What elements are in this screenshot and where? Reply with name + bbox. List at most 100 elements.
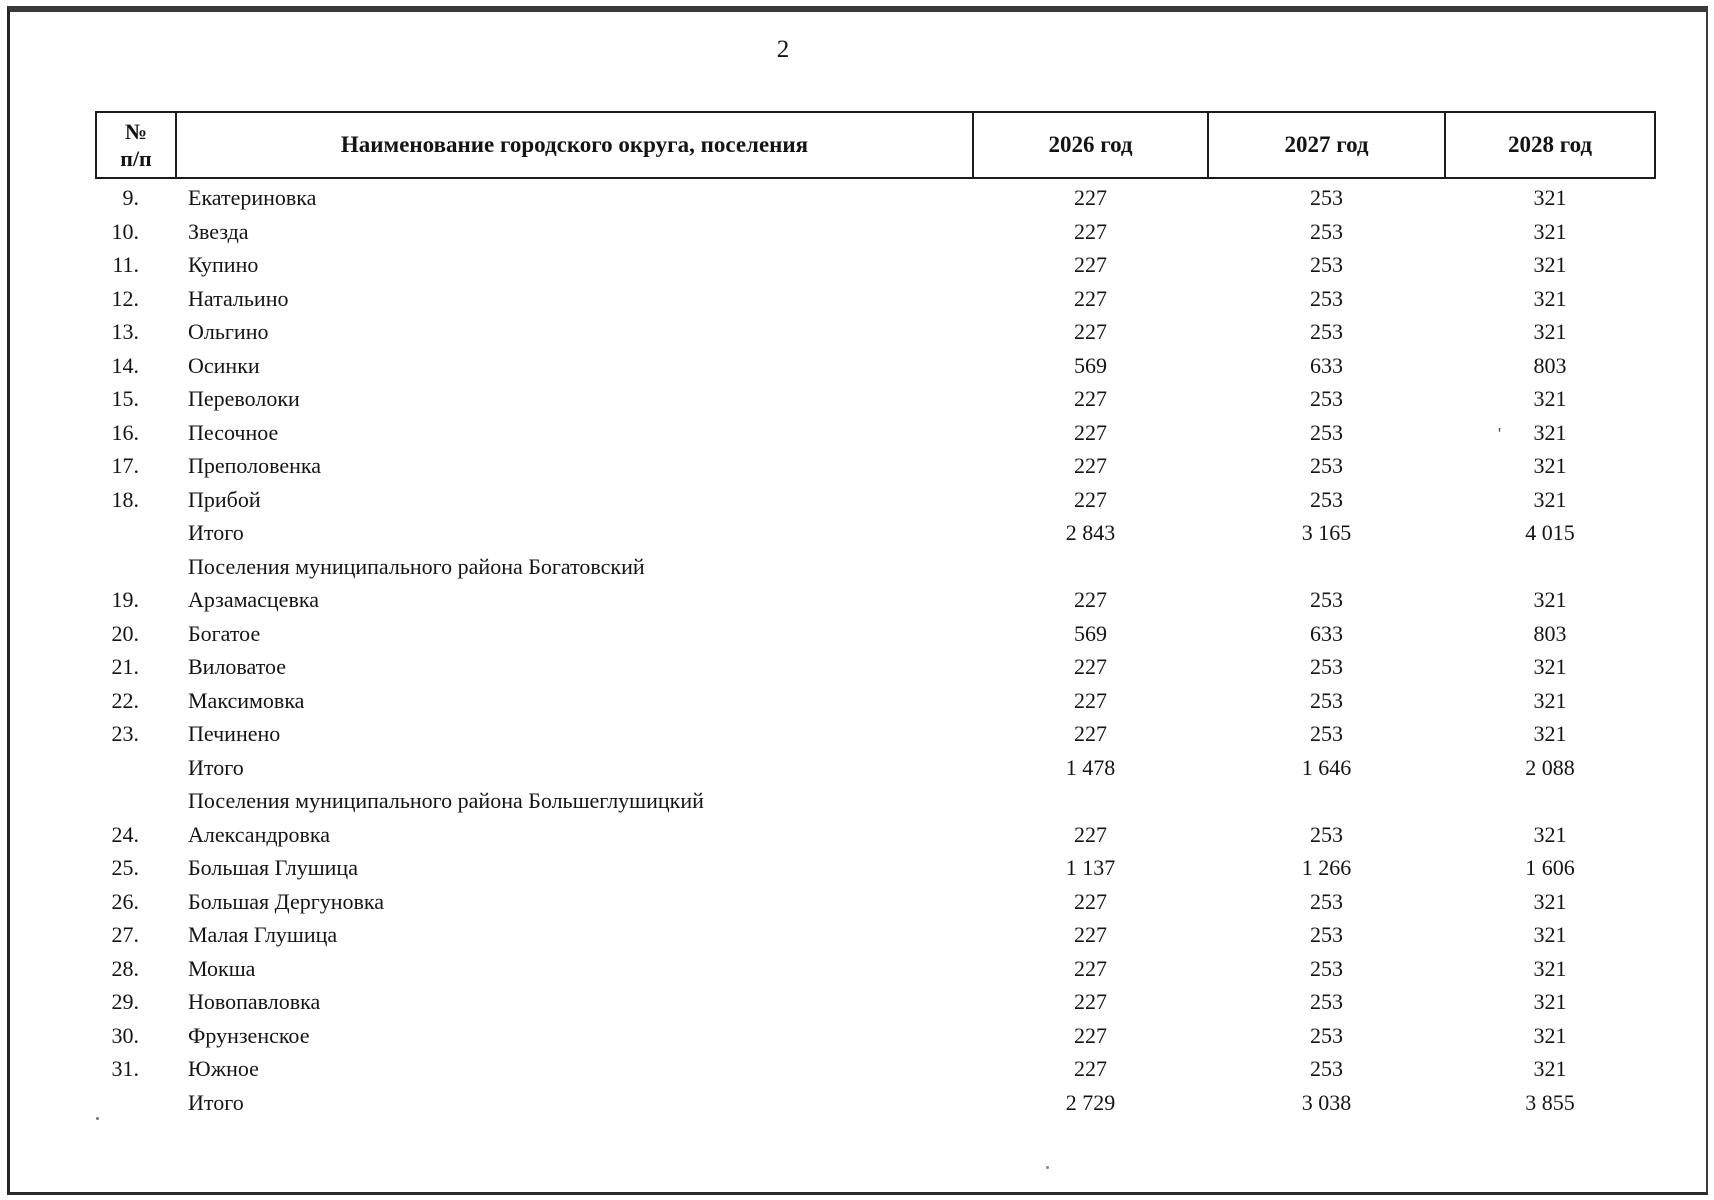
value-2027-cell: 253 [1310, 419, 1343, 445]
row-number-cell: 24. [111, 821, 140, 847]
settlement-name-cell: Мокша [188, 955, 256, 981]
row-number-cell: 30. [111, 1022, 140, 1048]
value-2026-cell: 227 [1074, 252, 1107, 277]
table-row: 20. Богатое 569 633 803 [95, 617, 1655, 651]
table-row: 25. Большая Глушица 1 137 1 266 1 606 [95, 851, 1655, 885]
table-row: Итого 2 729 3 038 3 855 [95, 1086, 1655, 1120]
value-2028-cell: 321 [1533, 888, 1567, 914]
settlement-name-cell: Богатое [188, 620, 261, 646]
value-2026-cell: 227 [1074, 821, 1107, 847]
value-2026-cell: 227 [1074, 453, 1107, 478]
table-row: 11. Купино 227 253 321 [95, 248, 1655, 282]
value-2026-cell: 227 [1074, 419, 1107, 445]
value-2027-cell: 633 [1310, 620, 1343, 646]
column-header-year-2027: 2027 год [1209, 113, 1446, 177]
value-2027-cell: 253 [1310, 486, 1343, 512]
value-2028-cell: 321 [1533, 185, 1567, 210]
table-row: 29. Новопавловка 227 253 321 [95, 985, 1655, 1019]
table-row: 24. Александровка 227 253 321 [95, 818, 1655, 852]
table-row: Поселения муниципального района Богатовс… [95, 550, 1655, 584]
settlement-name-cell: Виловатое [188, 654, 287, 679]
value-2028-cell: 321 [1533, 386, 1567, 411]
value-2026-cell: 227 [1074, 1022, 1107, 1048]
settlement-name-cell: Екатериновка [188, 185, 317, 210]
value-2028-cell: 321 [1533, 486, 1567, 512]
settlement-name-cell: Александровка [188, 821, 331, 847]
value-2027-cell: 253 [1310, 721, 1343, 746]
row-number-cell: 28. [111, 955, 140, 981]
row-number-cell: 25. [111, 855, 140, 880]
row-number-cell: 16. [111, 419, 140, 445]
table-row: Итого 1 478 1 646 2 088 [95, 751, 1655, 785]
row-number-cell: 12. [111, 285, 140, 311]
value-2026-cell: 227 [1074, 654, 1107, 679]
row-number-cell [95, 550, 177, 584]
settlement-name-cell: Прибой [188, 486, 261, 512]
table-row: 30. Фрунзенское 227 253 321 [95, 1019, 1655, 1053]
settlement-name-cell: Большая Глушица [188, 855, 358, 880]
value-2026-cell: 227 [1074, 1056, 1107, 1081]
settlement-name-cell: Поселения муниципального района Богатовс… [188, 553, 645, 579]
row-number-cell: 11. [112, 252, 139, 277]
value-2028-cell: 321 [1533, 922, 1567, 947]
settlement-name-cell: Новопавловка [188, 989, 321, 1014]
table-row: 12. Натальино 227 253 321 [95, 282, 1655, 316]
scan-speck [1046, 1166, 1049, 1169]
row-number-header-line2: п/п [120, 146, 152, 171]
settlement-name-cell: Арзамасцевка [188, 587, 319, 612]
row-number-cell: 10. [111, 218, 140, 244]
value-2027-cell: 253 [1310, 955, 1343, 981]
table-row: 16. Песочное 227 253 321 [95, 416, 1655, 450]
value-2027-cell: 253 [1310, 185, 1343, 210]
value-2026-cell: 227 [1074, 888, 1107, 914]
value-2026-cell: 227 [1074, 687, 1107, 713]
row-number-cell: 20. [111, 620, 140, 646]
table-row: 19. Арзамасцевка 227 253 321 [95, 583, 1655, 617]
value-2028-cell [1445, 784, 1655, 818]
value-2027-cell: 3 038 [1301, 1089, 1352, 1115]
row-number-cell: 19. [111, 587, 140, 612]
value-2026-cell: 227 [1074, 922, 1107, 947]
value-2026-cell: 227 [1074, 285, 1107, 311]
table-row: 9. Екатериновка 227 253 321 [95, 181, 1655, 215]
value-2027-cell: 253 [1310, 386, 1343, 411]
settlement-name-cell: Поселения муниципального района Большегл… [188, 788, 704, 813]
value-2027-cell [1208, 550, 1445, 584]
page-number: 2 [776, 36, 790, 63]
scan-artifact-mark: ' [1498, 424, 1502, 443]
value-2027-cell: 253 [1310, 687, 1343, 713]
table-row: 31. Южное 227 253 321 [95, 1052, 1655, 1086]
row-number-cell: 23. [111, 721, 140, 746]
row-number-cell: 13. [111, 319, 140, 344]
value-2027-cell: 253 [1310, 319, 1343, 344]
row-number-cell [95, 751, 177, 785]
table-row: 13. Ольгино 227 253 321 [95, 315, 1655, 349]
value-2027-cell: 253 [1310, 821, 1343, 847]
row-number-cell: 22. [111, 687, 140, 713]
settlement-name-cell: Переволоки [188, 386, 300, 411]
value-2028-cell: 803 [1533, 352, 1567, 378]
row-number-cell [95, 1086, 177, 1120]
value-2028-cell: 321 [1533, 821, 1567, 847]
value-2026-cell: 227 [1074, 185, 1107, 210]
value-2027-cell: 253 [1310, 453, 1343, 478]
value-2027-cell: 253 [1310, 989, 1343, 1014]
value-2026-cell: 2 843 [1065, 520, 1116, 545]
settlement-name-cell: Осинки [188, 352, 260, 378]
column-header-row-number: № п/п [97, 113, 177, 177]
value-2027-cell: 253 [1310, 218, 1343, 244]
row-number-cell: 17. [111, 453, 140, 478]
value-2026-cell: 227 [1074, 955, 1107, 981]
settlement-name-cell: Максимовка [188, 687, 305, 713]
row-number-cell: 26. [111, 888, 140, 914]
table-row: 15. Переволоки 227 253 321 [95, 382, 1655, 416]
value-2026-cell: 227 [1074, 486, 1107, 512]
value-2028-cell: 321 [1533, 252, 1567, 277]
row-number-cell: 18. [111, 486, 140, 512]
value-2028-cell: 321 [1533, 587, 1567, 612]
value-2026-cell: 569 [1074, 620, 1107, 646]
scan-speck [96, 1117, 99, 1120]
settlement-name-cell: Итого [188, 1089, 244, 1115]
value-2028-cell: 1 606 [1525, 855, 1575, 880]
settlement-name-cell: Звезда [188, 218, 249, 244]
